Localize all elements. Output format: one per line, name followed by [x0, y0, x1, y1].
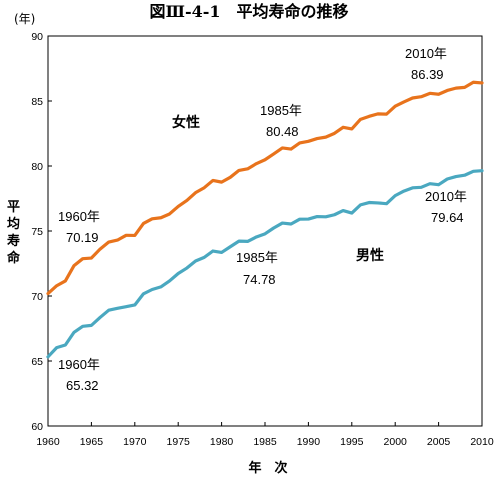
- y-tick-label: 70: [31, 291, 43, 303]
- annotation-male-1960-year: 1960年: [58, 357, 100, 372]
- x-axis-title: 年 次: [248, 460, 287, 476]
- annotation-female-1960-year: 1960年: [58, 209, 100, 224]
- annotation-male-2010-year: 2010年: [425, 189, 467, 204]
- plot-frame: [47, 35, 483, 427]
- annotation-male-1960-value: 65.32: [66, 378, 99, 393]
- chart-title: 図Ⅲ-4-1 平均寿命の推移: [149, 2, 348, 21]
- y-axis-ticks: 60 65 70 75 80 85 90: [31, 31, 52, 433]
- annotation-female-2010-year: 2010年: [405, 46, 447, 61]
- series-line-female: [46, 80, 484, 296]
- annotation-female-1985-year: 1985年: [260, 103, 302, 118]
- x-tick-label: 1975: [167, 436, 191, 448]
- x-tick-label: 1990: [297, 436, 321, 448]
- series-label-female: 女性: [172, 114, 200, 131]
- series-label-male: 男性: [356, 247, 384, 264]
- x-tick-label: 1965: [80, 436, 104, 448]
- y-tick-label: 60: [31, 421, 43, 433]
- annotation-female-1985-value: 80.48: [266, 124, 299, 139]
- x-tick-label: 2000: [384, 436, 408, 448]
- series-lines: [46, 80, 484, 359]
- annotation-female-1960-value: 70.19: [66, 230, 99, 245]
- annotation-female-2010-value: 86.39: [411, 67, 444, 82]
- annotation-male-2010-value: 79.64: [431, 210, 464, 225]
- y-tick-label: 80: [31, 161, 43, 173]
- y-tick-label: 75: [31, 226, 43, 238]
- y-tick-label: 85: [31, 96, 43, 108]
- x-tick-label: 2005: [427, 436, 451, 448]
- y-tick-label: 65: [31, 356, 43, 368]
- annotation-male-1985-value: 74.78: [243, 272, 276, 287]
- x-tick-label: 1980: [210, 436, 234, 448]
- x-tick-label: 1960: [36, 436, 60, 448]
- x-tick-label: 1985: [253, 436, 277, 448]
- x-tick-label: 1970: [123, 436, 147, 448]
- x-tick-label: 1995: [340, 436, 364, 448]
- y-axis-title: 平 均 寿 命: [6, 200, 25, 266]
- y-tick-label: 90: [31, 31, 43, 43]
- x-axis-ticks: 1960 1965 1970 1975 1980 1985 1990 1995 2000 2005…: [36, 422, 494, 448]
- series-line-male: [46, 169, 484, 359]
- y-unit-label: (年): [14, 12, 35, 26]
- annotation-male-1985-year: 1985年: [236, 250, 278, 265]
- x-tick-label: 2010: [470, 436, 494, 448]
